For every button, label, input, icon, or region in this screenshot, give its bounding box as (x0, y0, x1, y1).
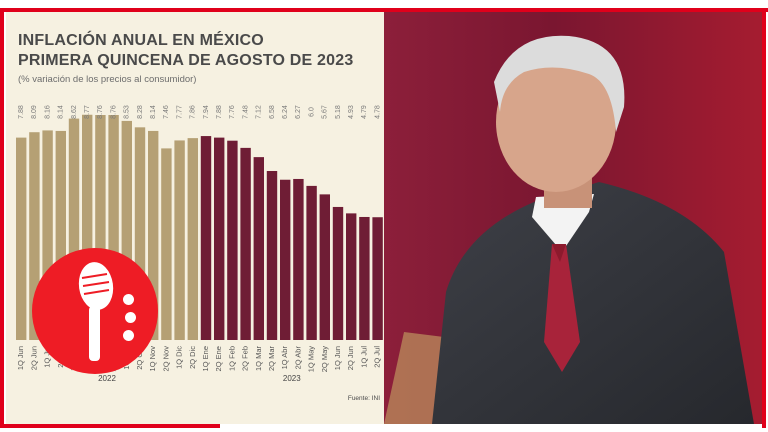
bar-1q-mar-18 (253, 157, 264, 340)
category-label-22: 1Q May (307, 346, 316, 373)
bar-2q-may-23 (319, 194, 330, 340)
category-label-27: 2Q Jul (373, 346, 382, 368)
category-label-1: 2Q Jun (29, 346, 38, 370)
value-label-11: 7.46 (163, 105, 170, 119)
bar-1q-may-22 (306, 185, 317, 340)
value-label-21: 6.27 (295, 105, 302, 119)
chart-panel: INFLACIÓN ANUAL EN MÉXICO PRIMERA QUINCE… (6, 12, 384, 424)
dot-2 (125, 312, 136, 323)
value-label-18: 7.12 (256, 105, 263, 119)
frame-top-bar (0, 8, 768, 12)
value-label-27: 4.78 (374, 105, 381, 119)
bar-1q-feb-16 (227, 140, 238, 340)
value-label-8: 8.53 (124, 105, 131, 119)
category-label-23: 2Q May (320, 346, 329, 373)
value-label-12: 7.77 (176, 105, 183, 119)
bar-2q-dic-13 (187, 138, 198, 340)
value-label-1: 8.09 (31, 105, 38, 119)
category-label-20: 1Q Abr (280, 346, 289, 370)
value-label-10: 8.14 (150, 105, 157, 119)
value-label-13: 7.86 (190, 105, 197, 119)
value-label-0: 7.88 (18, 105, 25, 119)
bar-2q-jul-27 (372, 217, 383, 340)
category-label-25: 2Q Jun (346, 346, 355, 370)
category-label-18: 1Q Mar (254, 346, 263, 372)
value-label-15: 7.88 (216, 105, 223, 119)
category-label-19: 2Q Mar (267, 346, 276, 372)
frame-right-bar (762, 8, 766, 428)
category-label-10: 1Q Nov (148, 346, 157, 372)
bar-2q-ene-15 (214, 137, 225, 340)
bar-1q-jul-26 (359, 216, 370, 340)
bar-2q-abr-21 (293, 178, 304, 340)
value-label-14: 7.94 (203, 105, 210, 119)
speaker-video-panel (384, 12, 762, 424)
value-label-26: 4.79 (361, 105, 368, 119)
bar-1q-ago-4 (68, 118, 80, 340)
bar-1q-jun-24 (332, 206, 344, 340)
microphone-badge (32, 248, 158, 374)
chart-title-line1: INFLACIÓN ANUAL EN MÉXICO (18, 32, 264, 49)
year-label-2023: 2023 (283, 374, 301, 383)
value-label-7: 8.76 (110, 105, 117, 119)
value-label-16: 7.76 (229, 105, 236, 119)
value-label-23: 5.67 (322, 105, 329, 119)
bar-1q-ene-14 (200, 136, 212, 340)
value-label-6: 8.76 (97, 105, 104, 119)
category-label-16: 1Q Feb (227, 346, 236, 371)
year-label-2022: 2022 (98, 374, 116, 383)
category-label-2: 1Q Jul (43, 346, 52, 368)
value-label-17: 7.48 (242, 105, 249, 119)
category-label-17: 2Q Feb (241, 346, 250, 371)
bar-1q-jul-2 (42, 130, 53, 340)
microphone-icon (78, 262, 114, 361)
bar-1q-nov-10 (148, 130, 159, 340)
category-label-21: 2Q Abr (293, 346, 302, 370)
bar-1q-jun-0 (16, 137, 27, 340)
chart-source: Fuente: INI (347, 395, 380, 402)
bar-2q-ago-5 (82, 114, 93, 340)
value-label-22: 6.0 (308, 107, 315, 117)
chart-title-line2: PRIMERA QUINCENA DE AGOSTO DE 2023 (18, 52, 354, 69)
value-label-3: 8.14 (58, 105, 65, 119)
category-label-9: 2Q Oct (135, 345, 144, 370)
value-label-2: 8.16 (44, 105, 51, 119)
value-label-24: 5.18 (335, 105, 342, 119)
bar-2q-jul-3 (55, 130, 66, 340)
bar-1q-abr-20 (280, 179, 291, 340)
bar-2q-feb-17 (240, 147, 251, 340)
category-label-26: 1Q Jul (359, 346, 368, 368)
category-label-14: 1Q Ene (201, 346, 210, 371)
frame-left-bar (0, 8, 4, 428)
bar-1q-dic-12 (174, 140, 185, 340)
bar-1q-sep-6 (95, 115, 106, 340)
bar-1q-oct-8 (121, 120, 132, 340)
value-label-19: 6.58 (269, 105, 276, 119)
inflation-bar-chart: 7.88 8.09 8.16 8.14 8.62 8.77 8.76 8.76 8.53 8.28… (16, 105, 383, 383)
category-label-24: 1Q Jun (333, 346, 342, 370)
value-label-9: 8.28 (137, 105, 144, 119)
category-label-15: 2Q Ene (214, 346, 223, 371)
bar-2q-mar-19 (266, 170, 278, 340)
bar-2q-oct-9 (134, 127, 146, 340)
dot-1 (123, 294, 134, 305)
category-label-13: 2Q Dic (188, 346, 197, 369)
category-label-12: 1Q Dic (175, 346, 184, 369)
category-label-0: 1Q Jun (16, 346, 25, 370)
bar-2q-jun-25 (346, 213, 357, 340)
dot-3 (123, 330, 134, 341)
speaker-figure (384, 35, 754, 424)
chart-subtitle: (% variación de los precios al consumido… (18, 74, 197, 85)
bar-2q-jun-1 (29, 132, 40, 340)
frame-bottom-bar (0, 424, 220, 428)
value-label-5: 8.77 (84, 105, 91, 119)
bar-2q-sep-7 (108, 115, 119, 340)
bar-2q-nov-11 (161, 148, 172, 340)
category-label-11: 2Q Nov (161, 346, 170, 372)
value-label-25: 4.93 (348, 105, 355, 119)
value-label-4: 8.62 (71, 105, 78, 119)
value-label-20: 6.24 (282, 105, 289, 119)
